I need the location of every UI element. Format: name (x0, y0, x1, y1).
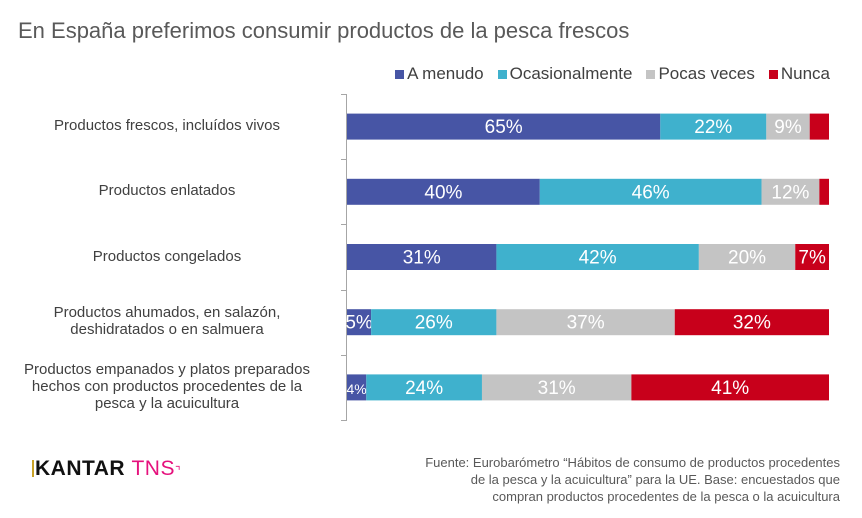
data-label: 46% (632, 182, 670, 203)
category-label-line: Productos empanados y platos preparados (23, 360, 310, 378)
bar-segment-pocas-veces (698, 244, 796, 270)
category-label-line: Productos frescos, incluídos vivos (54, 117, 280, 135)
source-note: Fuente: Eurobarómetro “Hábitos de consum… (360, 454, 840, 505)
category-label-line: deshidratados o en salmuera (70, 321, 264, 339)
bar-segment-pocas-veces (481, 374, 632, 401)
data-label: 20% (728, 248, 766, 269)
category-label-line: Productos congelados (92, 247, 242, 265)
logo-text-kantar: KANTAR (35, 457, 126, 480)
bar-segment-nunca (631, 374, 829, 401)
bar-segment-pocas-veces (496, 309, 675, 336)
bar-segment-a-menudo (347, 374, 367, 401)
category-label: Productos empanados y platos preparados h… (2, 361, 332, 412)
bar-segment-nunca (674, 309, 829, 336)
data-label: 40% (424, 182, 462, 203)
data-label: 7% (798, 248, 826, 269)
legend-label: Nunca (780, 64, 830, 83)
bar-segment-nunca (795, 244, 829, 270)
category-label-line: pesca y la acuicultura (94, 394, 240, 412)
category-label: Productos frescos, incluídos vivos (2, 117, 332, 134)
data-label: 41% (711, 378, 749, 399)
category-label-line: hechos con productos procedentes de la (31, 377, 303, 395)
data-label: 32% (733, 313, 771, 334)
bar-segment-ocasionalmente (366, 374, 482, 401)
legend-swatch (646, 69, 656, 79)
source-line: de la pesca y la acuicultura” para la UE… (470, 472, 840, 487)
source-line: Fuente: Eurobarómetro “Hábitos de consum… (425, 455, 840, 470)
logo-arrow-icon: ⌝ (174, 464, 182, 478)
legend-item-pocas-veces: Pocas veces (646, 64, 755, 84)
stacked-bar-chart: 65% 22% 9% 40% 46% 12% 31% 42% 20% 7% 5% 26% 37% 32% 4… (341, 94, 829, 421)
data-label: 9% (774, 117, 802, 138)
legend-item-ocasionalmente: Ocasionalmente (497, 64, 633, 84)
data-label: 65% (485, 117, 523, 138)
source-line: compran productos procedentes de la pesc… (492, 489, 840, 504)
chart-title: En España preferimos consumir productos … (18, 18, 630, 43)
legend-swatch (497, 69, 507, 79)
bar-segment-pocas-veces (766, 113, 810, 140)
data-label: 31% (403, 248, 441, 269)
data-label: 4% (347, 381, 367, 397)
data-label: 5% (345, 313, 373, 334)
bar-segment-ocasionalmente (371, 309, 497, 336)
bar-segment-nunca (819, 178, 829, 205)
bar-segment-ocasionalmente (496, 244, 699, 270)
data-label: 42% (579, 248, 617, 269)
data-label: 37% (567, 313, 605, 334)
data-label: 26% (415, 313, 453, 334)
category-label-line: Productos ahumados, en salazón, (53, 304, 281, 322)
legend-swatch (395, 69, 405, 79)
bar-segment-ocasionalmente (539, 178, 762, 205)
legend: A menudo Ocasionalmente Pocas veces Nunc… (395, 64, 830, 84)
kantar-tns-logo: KANTAR TNS⌝ (32, 457, 181, 481)
legend-label: Ocasionalmente (509, 64, 633, 83)
bar-segment-pocas-veces (761, 178, 820, 205)
category-label: Productos enlatados (2, 182, 332, 199)
logo-mark (32, 460, 34, 477)
logo-text-tns: TNS (131, 457, 175, 480)
legend-label: A menudo (407, 64, 484, 83)
legend-item-nunca: Nunca (768, 64, 830, 84)
bar-segment-a-menudo (347, 113, 661, 140)
bar-segment-a-menudo (347, 178, 540, 205)
bar-segment-a-menudo (347, 309, 372, 336)
category-label: Productos ahumados, en salazón, deshidrat… (2, 304, 332, 338)
legend-label: Pocas veces (658, 64, 755, 83)
category-label-line: Productos enlatados (98, 182, 236, 200)
data-label: 31% (538, 378, 576, 399)
bar-segment-a-menudo (347, 244, 497, 270)
legend-item-a-menudo: A menudo (395, 64, 484, 84)
data-label: 24% (405, 378, 443, 399)
bar-segment-nunca (809, 113, 829, 140)
data-label: 12% (771, 182, 809, 203)
bar-segment-ocasionalmente (660, 113, 767, 140)
legend-swatch (768, 69, 778, 79)
category-label: Productos congelados (2, 248, 332, 265)
data-label: 22% (694, 117, 732, 138)
